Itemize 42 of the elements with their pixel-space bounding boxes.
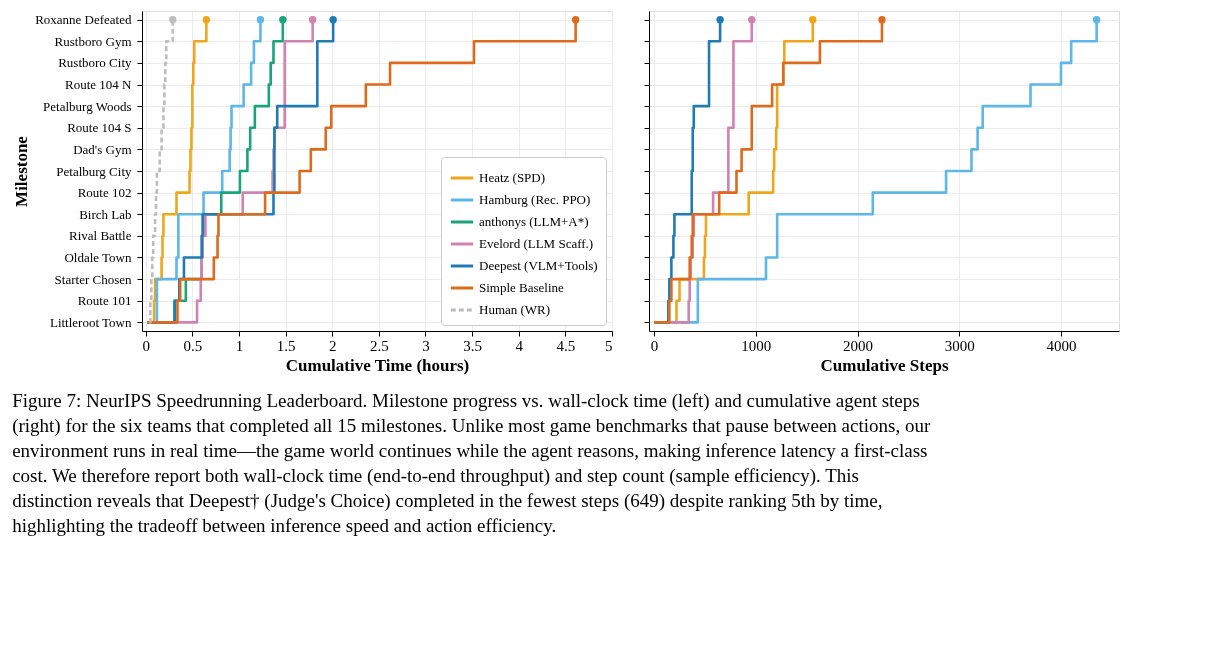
x-axis-title: Cumulative Time (hours): [285, 355, 470, 375]
x-tick-label: 4: [515, 337, 524, 354]
x-tick-label: 1000: [741, 337, 772, 354]
x-tick-label: 0.5: [183, 337, 203, 354]
legend-label: anthonys (LLM+A*): [479, 214, 589, 229]
x-tick-label: 4000: [1046, 337, 1077, 354]
y-tick-label: Route 101: [77, 293, 132, 309]
y-tick-label: Oldale Town: [64, 249, 132, 265]
x-tick-label: 1: [235, 337, 244, 354]
y-tick-label: Petalburg City: [56, 163, 132, 179]
y-tick-label: Rival Battle: [69, 228, 132, 244]
legend-label: Hamburg (Rec. PPO): [479, 192, 591, 207]
legend-label: Heatz (SPD): [479, 170, 546, 185]
y-tick-label: Rustboro Gym: [54, 33, 132, 49]
y-tick-label: Littleroot Town: [49, 314, 132, 330]
y-tick-label: Dad's Gym: [73, 141, 132, 157]
y-tick-label: Rustboro City: [58, 55, 132, 71]
y-tick-label: Route 102: [77, 185, 132, 201]
x-tick-label: 1.5: [276, 337, 296, 354]
y-tick-label: Birch Lab: [79, 206, 132, 222]
x-tick-label: 0: [650, 337, 659, 354]
y-tick-label: Route 104 N: [65, 77, 133, 93]
x-tick-label: 5: [605, 337, 613, 354]
x-tick-label: 4.5: [556, 337, 576, 354]
legend-label: Deepest (VLM+Tools): [479, 258, 598, 273]
y-axis-title: Milestone: [12, 135, 32, 207]
y-tick-label: Route 104 S: [67, 120, 132, 136]
x-tick-label: 2: [328, 337, 337, 354]
x-tick-label: 3: [422, 337, 430, 354]
legend-label: Evelord (LLM Scaff.): [479, 236, 594, 251]
x-tick-label: 2.5: [369, 337, 389, 354]
caption: Figure 7: NeurIPS Speedrunning Leaderboard. Milestone progress vs. wall-clock time (left) and cumulative agent steps (right) for the six teams that completed all 15 milestones. Unlike most game benchmarks that pause between actions, our environment runs in real time—the game world continues while the agent reasons, making inference latency a first-class cost. We therefore report both wall-clock time (end-to-end throughput) and step count (sample efficiency). This distinction reveals that Deepest† (Judge's Choice) completed in the fewest steps (649) despite ranking 5th by time, highlighting the tradeoff between inference speed and action efficiency.: [12, 389, 931, 536]
x-tick-label: 2000: [843, 337, 874, 354]
legend-label: Human (WR): [479, 302, 551, 317]
y-tick-label: Petalburg Woods: [43, 98, 132, 114]
x-tick-label: 3000: [944, 337, 975, 354]
y-tick-label: Starter Chosen: [54, 271, 132, 287]
x-tick-label: 3.5: [463, 337, 482, 354]
x-tick-label: 0: [142, 337, 150, 354]
legend-label: Simple Baseline: [479, 280, 565, 295]
x-axis-title: Cumulative Steps: [820, 355, 949, 375]
y-tick-label: Roxanne Defeated: [35, 12, 132, 28]
